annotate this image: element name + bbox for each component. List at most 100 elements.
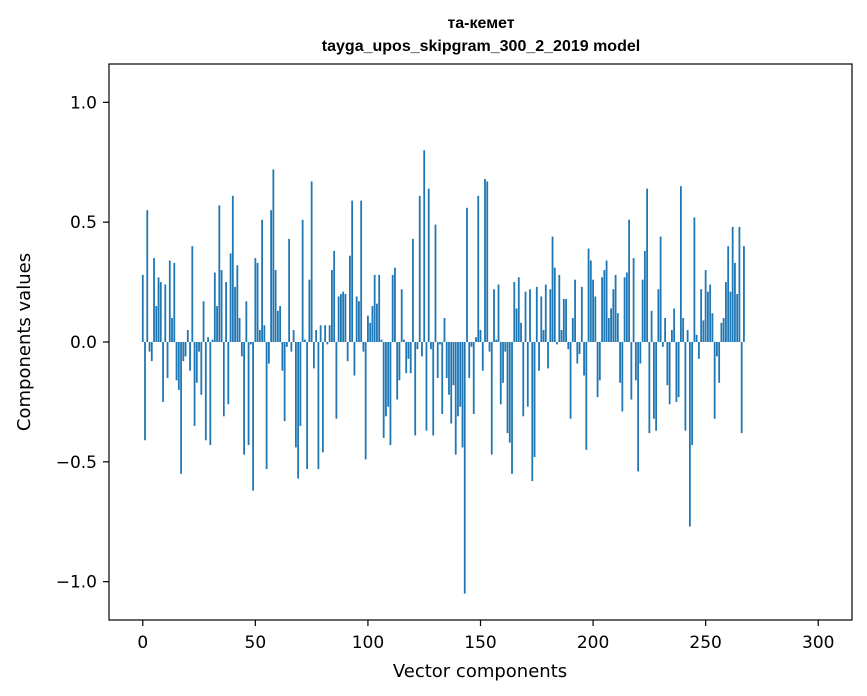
bar [704,270,707,342]
bar [319,325,322,342]
bar [524,291,527,342]
bar [734,262,736,342]
bar [549,289,552,342]
bar [279,306,282,342]
bar [150,342,153,362]
bar [722,318,725,342]
bar [349,255,351,342]
plot-frame [108,63,853,621]
bar [587,248,590,342]
bar [743,246,745,342]
bar [702,320,705,342]
x-tick-label: 0 [137,633,148,653]
bar [603,270,606,342]
bar [193,342,196,426]
bar [360,200,363,342]
bar [195,342,198,383]
bar [740,342,743,434]
bar [216,306,218,342]
bar [540,296,543,342]
chart-title: та-кемет [447,15,514,32]
bar [423,150,426,342]
bar [265,342,268,470]
bar [276,310,279,342]
bar [508,342,511,443]
bar [380,339,383,342]
bar [355,296,358,342]
bar [481,342,484,371]
bar [470,342,473,347]
bar [693,217,696,342]
bar [553,267,556,342]
x-tick-label: 250 [689,633,721,653]
y-axis-label: Components values [14,253,35,431]
bar [448,342,450,395]
y-tick-label: 0.5 [70,213,97,233]
bar [204,342,207,441]
bar [405,342,408,374]
bar [249,342,252,345]
bar [698,342,700,359]
bar [171,318,173,342]
bar [346,342,349,362]
bar [175,342,178,381]
bar [299,342,302,426]
bar [731,226,734,342]
bar [486,181,489,342]
bar [612,289,615,342]
bar [340,294,342,342]
x-tick-label: 100 [352,633,384,653]
bar [376,303,378,342]
bar [558,274,561,342]
bar [418,195,421,342]
bar [245,301,248,342]
bar [312,342,315,369]
bar [666,342,669,386]
bar [344,294,347,342]
bar [369,322,372,342]
bar [477,195,480,342]
bar [614,274,617,342]
bar [342,291,345,342]
bar [337,296,340,342]
bar [391,274,394,342]
y-tick-label: 0.0 [70,333,97,353]
bar [598,342,601,381]
bar [466,207,468,342]
bar [148,342,151,352]
bar [412,238,414,342]
bar [538,342,540,371]
bar [315,330,318,342]
bar [574,279,576,342]
bar [358,301,360,342]
bar [544,284,547,342]
bar [229,253,232,342]
bar [459,342,462,407]
bar [594,296,597,342]
bar [394,267,396,342]
bar [619,342,621,383]
x-tick-label: 300 [802,633,834,653]
bar [657,289,660,342]
bar [461,342,464,448]
bar [389,342,392,446]
bar [367,315,369,342]
bars-group [141,150,745,594]
bar [720,322,723,342]
bar [290,342,293,352]
bar [700,289,703,342]
bar [562,298,565,342]
bar [261,219,263,342]
bar [454,342,457,455]
bar [623,277,626,342]
bar [529,289,531,342]
bar [162,342,164,402]
bar [254,258,257,342]
bar [371,306,374,342]
bar [207,337,209,342]
bar [331,270,333,342]
y-tick-label: −0.5 [56,453,97,473]
bar [542,330,545,342]
bar [639,342,642,364]
